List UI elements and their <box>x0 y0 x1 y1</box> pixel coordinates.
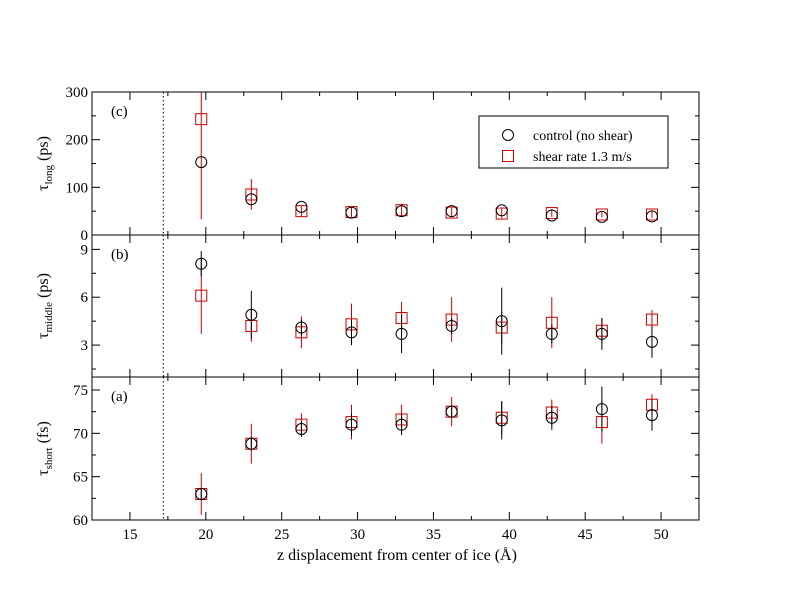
legend: control (no shear) shear rate 1.3 m/s <box>478 115 669 169</box>
legend-label-shear: shear rate 1.3 m/s <box>533 150 632 165</box>
data-point-square <box>195 289 208 302</box>
series-shear <box>195 394 658 515</box>
y-tick-label: 6 <box>81 290 89 306</box>
data-point-circle <box>645 335 658 348</box>
data-point-square <box>645 313 658 326</box>
data-point-circle <box>645 210 658 223</box>
data-point-circle <box>395 205 408 218</box>
data-point-circle <box>245 437 258 450</box>
y-tick-label: 3 <box>81 338 89 354</box>
series-control <box>195 156 658 223</box>
data-point-circle <box>495 414 508 427</box>
data-point-circle <box>395 418 408 431</box>
data-point-circle <box>595 327 608 340</box>
y-tick-label: 75 <box>73 383 88 399</box>
y-tick-label: 70 <box>73 426 88 442</box>
x-tick-label: 15 <box>122 527 137 543</box>
x-tick-label: 30 <box>350 527 365 543</box>
data-point-circle <box>245 308 258 321</box>
y-tick-label: 200 <box>66 133 89 149</box>
panel-label: (c) <box>111 104 128 120</box>
panel-b: 3 6 9 (b) τmiddle (ps) <box>35 234 700 378</box>
data-point-circle <box>295 200 308 213</box>
data-layer <box>195 92 658 223</box>
data-point-circle <box>295 321 308 334</box>
data-point-circle <box>195 488 208 500</box>
data-point-circle <box>295 423 308 435</box>
y-tick-label: 60 <box>73 513 88 529</box>
y-tick-label: 100 <box>66 180 89 196</box>
data-point-circle <box>445 319 458 332</box>
data-point-circle <box>545 327 558 340</box>
data-point-square <box>245 188 258 201</box>
series-control <box>195 250 658 358</box>
data-point-circle <box>345 206 358 219</box>
x-tick-label: 40 <box>502 527 517 543</box>
y-tick-label: 300 <box>66 85 89 101</box>
x-axis: 15 20 25 30 35 40 45 50 <box>122 527 668 543</box>
y-axis-label: τmiddle (ps) <box>35 273 55 339</box>
data-point-circle <box>545 209 558 222</box>
data-point-circle <box>345 418 358 431</box>
data-point-circle <box>195 156 208 169</box>
data-point-square <box>295 205 308 218</box>
data-point-circle <box>595 210 608 223</box>
series-control <box>195 386 658 500</box>
y-axis-label: τlong (ps) <box>35 136 55 191</box>
x-axis-label: z displacement from center of ice (Å) <box>277 546 517 564</box>
data-point-circle <box>445 405 458 418</box>
data-point-circle <box>495 204 508 217</box>
data-point-circle <box>195 257 208 270</box>
legend-marker-shear <box>502 150 514 162</box>
data-point-circle <box>345 326 358 339</box>
plot-frame <box>91 234 700 378</box>
x-tick-label: 45 <box>578 527 593 543</box>
y-tick-label: 0 <box>81 228 89 244</box>
chart-panels: 0 100 200 300 (c) τlong (ps) 3 6 9 (b) τmiddle (ps… <box>35 85 700 529</box>
legend-label-control: control (no shear) <box>533 129 633 144</box>
panel-label: (b) <box>111 247 129 263</box>
legend-marker-control <box>502 129 514 141</box>
x-tick-label: 20 <box>198 527 213 543</box>
y-tick-label: 9 <box>81 242 89 258</box>
y-tick-label: 65 <box>73 470 88 486</box>
data-point-circle <box>245 193 258 206</box>
legend-box <box>478 115 669 169</box>
data-point-circle <box>545 411 558 424</box>
x-tick-label: 50 <box>654 527 669 543</box>
panel-label: (a) <box>111 389 128 405</box>
panel-a: 60 65 70 75 (a) τshort (fs) <box>35 376 700 529</box>
data-point-circle <box>395 327 408 340</box>
x-tick-label: 25 <box>274 527 289 543</box>
series-shear <box>195 257 658 349</box>
data-point-square <box>495 207 508 220</box>
data-point-square <box>195 113 208 126</box>
y-axis-label: τshort (fs) <box>35 421 55 476</box>
data-layer <box>195 250 658 358</box>
data-point-circle <box>645 409 658 422</box>
data-point-circle <box>445 205 458 218</box>
plot-frame <box>91 376 700 521</box>
x-tick-label: 35 <box>426 527 441 543</box>
data-point-circle <box>595 403 608 416</box>
data-point-circle <box>495 315 508 328</box>
data-layer <box>195 386 658 515</box>
